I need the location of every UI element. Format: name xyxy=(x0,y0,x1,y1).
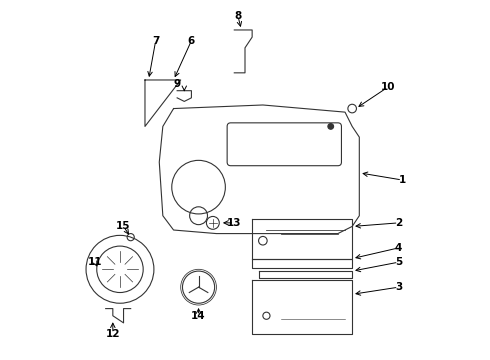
Text: 10: 10 xyxy=(381,82,395,92)
Text: 14: 14 xyxy=(191,311,206,321)
Text: 4: 4 xyxy=(395,243,402,253)
Text: 8: 8 xyxy=(234,11,242,21)
Text: 6: 6 xyxy=(188,36,195,46)
Text: 3: 3 xyxy=(395,282,402,292)
Text: 13: 13 xyxy=(227,218,242,228)
Text: 5: 5 xyxy=(395,257,402,267)
Circle shape xyxy=(348,104,356,113)
Text: 12: 12 xyxy=(105,329,120,339)
Text: 15: 15 xyxy=(116,221,131,231)
Circle shape xyxy=(328,123,334,129)
Text: 2: 2 xyxy=(395,218,402,228)
Text: 7: 7 xyxy=(152,36,159,46)
Text: 9: 9 xyxy=(173,78,181,89)
Text: 1: 1 xyxy=(398,175,406,185)
Text: 11: 11 xyxy=(88,257,102,267)
